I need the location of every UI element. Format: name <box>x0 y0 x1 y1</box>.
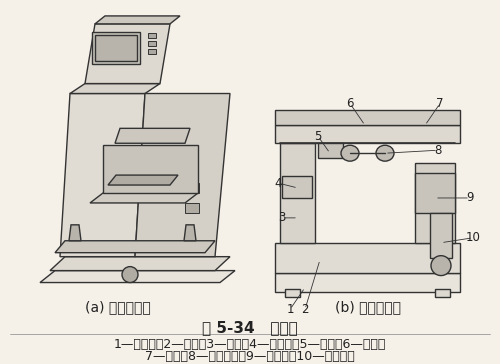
Bar <box>280 143 315 243</box>
Text: 10: 10 <box>466 231 480 244</box>
Text: 7: 7 <box>436 97 444 110</box>
Bar <box>415 173 455 213</box>
Polygon shape <box>70 84 160 94</box>
Circle shape <box>122 266 138 282</box>
Polygon shape <box>115 128 190 143</box>
Polygon shape <box>135 94 230 257</box>
Bar <box>95 35 137 61</box>
Bar <box>148 41 156 46</box>
Polygon shape <box>85 24 170 84</box>
Text: (a) 移印机外观: (a) 移印机外观 <box>85 300 151 314</box>
Text: 3: 3 <box>278 211 285 224</box>
Bar <box>430 213 452 258</box>
Polygon shape <box>103 145 198 193</box>
Text: 9: 9 <box>466 191 474 205</box>
Polygon shape <box>55 241 215 253</box>
Polygon shape <box>90 193 198 203</box>
Text: 1—角铁架；2—底座；3—立柱；4—印版台；5—刮刀；6—横梁；: 1—角铁架；2—底座；3—立柱；4—印版台；5—刮刀；6—横梁； <box>114 338 386 351</box>
Bar <box>318 143 343 158</box>
Bar <box>435 289 450 297</box>
Text: 4: 4 <box>274 177 282 190</box>
Polygon shape <box>40 270 235 282</box>
Polygon shape <box>60 94 145 257</box>
Bar <box>285 289 300 297</box>
Text: 1: 1 <box>286 303 294 316</box>
Bar <box>148 49 156 54</box>
Bar <box>275 125 460 143</box>
Text: 图 5-34   移印机: 图 5-34 移印机 <box>202 320 298 335</box>
Polygon shape <box>95 16 180 24</box>
Text: 5: 5 <box>314 130 322 143</box>
Text: 6: 6 <box>346 97 354 110</box>
Bar <box>148 33 156 38</box>
Bar <box>185 203 199 213</box>
Polygon shape <box>184 225 196 241</box>
Bar <box>282 176 312 198</box>
Bar <box>275 243 460 273</box>
Text: 2: 2 <box>301 303 309 316</box>
Polygon shape <box>69 225 81 241</box>
Bar <box>275 273 460 293</box>
Bar <box>415 163 455 243</box>
Text: (b) 移印机结构: (b) 移印机结构 <box>335 300 401 314</box>
Bar <box>92 32 140 64</box>
Bar <box>275 110 460 125</box>
Ellipse shape <box>376 145 394 161</box>
Text: 7—导轨；8—硅胶印头；9—承印物；10—升降机构: 7—导轨；8—硅胶印头；9—承印物；10—升降机构 <box>145 350 355 363</box>
Ellipse shape <box>341 145 359 161</box>
Ellipse shape <box>131 151 153 175</box>
Polygon shape <box>50 257 230 270</box>
Text: 8: 8 <box>434 144 442 157</box>
Circle shape <box>431 256 451 276</box>
Bar <box>185 183 199 193</box>
Polygon shape <box>108 175 178 185</box>
